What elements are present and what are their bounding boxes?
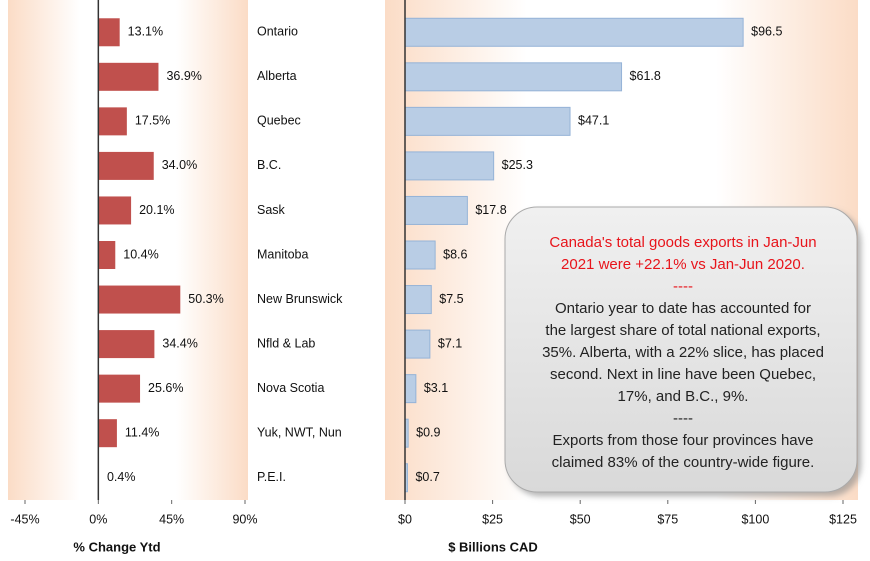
bar (98, 374, 141, 403)
bar (404, 374, 417, 404)
category-label: Ontario (257, 25, 298, 39)
category-label: Yuk, NWT, Nun (257, 425, 342, 439)
value-label: 34.4% (162, 336, 197, 350)
category-label: Manitoba (257, 247, 308, 261)
x-tick-label: 0% (89, 512, 107, 526)
x-tick-label: $0 (398, 512, 412, 526)
axis-title: % Change Ytd (73, 539, 160, 554)
value-label: $7.1 (438, 336, 462, 350)
category-label: Alberta (257, 69, 297, 83)
category-label: Nfld & Lab (257, 336, 315, 350)
value-label: 0.4% (107, 470, 136, 484)
category-label: Quebec (257, 114, 301, 128)
annotation-text: claimed 83% of the country-wide figure. (552, 454, 815, 471)
annotation-text: 35%. Alberta, with a 22% slice, has plac… (542, 344, 824, 361)
bar (98, 107, 127, 136)
value-label: $25.3 (502, 158, 533, 172)
bar (404, 195, 468, 225)
annotation-text: Canada's total goods exports in Jan-Jun (549, 234, 816, 251)
x-tick-label: 45% (159, 512, 184, 526)
bar (404, 285, 432, 315)
bar (98, 241, 116, 269)
value-label: 50.3% (188, 292, 223, 306)
x-tick-label: 90% (232, 512, 257, 526)
x-tick-label: $75 (657, 512, 678, 526)
x-tick-label: $50 (570, 512, 591, 526)
bar (98, 62, 159, 91)
category-label: B.C. (257, 158, 281, 172)
value-label: 34.0% (162, 158, 197, 172)
value-label: $0.7 (415, 470, 439, 484)
x-tick-label: $25 (482, 512, 503, 526)
value-label: $61.8 (630, 69, 661, 83)
x-tick-label: $125 (829, 512, 857, 526)
bar (98, 285, 181, 314)
category-label: Sask (257, 203, 286, 217)
bar (98, 151, 154, 180)
bar (404, 329, 431, 359)
annotation-text: Exports from those four provinces have (553, 432, 814, 449)
annotation-box (504, 206, 858, 493)
value-label: 36.9% (166, 69, 201, 83)
value-label: 13.1% (128, 25, 163, 39)
value-label: $3.1 (424, 381, 448, 395)
value-label: 20.1% (139, 203, 174, 217)
bar (98, 419, 117, 448)
value-label: $0.9 (416, 425, 440, 439)
value-label: 10.4% (123, 247, 158, 261)
bar (404, 17, 744, 47)
category-label: Nova Scotia (257, 381, 324, 395)
bar (404, 62, 623, 92)
value-label: $17.8 (475, 203, 506, 217)
category-label: New Brunswick (257, 292, 343, 306)
value-label: 17.5% (135, 114, 170, 128)
annotation-text: the largest share of total national expo… (545, 322, 820, 339)
annotation-text: 17%, and B.C., 9%. (618, 388, 749, 405)
bar (98, 330, 155, 359)
value-label: $7.5 (439, 292, 463, 306)
bar (98, 196, 132, 225)
value-label: 11.4% (125, 425, 160, 439)
x-tick-label: -45% (10, 512, 39, 526)
annotation-text: 2021 were +22.1% vs Jan-Jun 2020. (561, 256, 805, 273)
annotation-text: ---- (673, 410, 693, 427)
value-label: 25.6% (148, 381, 183, 395)
bar (404, 151, 495, 181)
bar (404, 106, 571, 136)
axis-title: $ Billions CAD (448, 539, 538, 554)
annotation-text: second. Next in line have been Quebec, (550, 366, 816, 383)
category-label: P.E.I. (257, 470, 286, 484)
annotation-text: ---- (673, 278, 693, 295)
value-label: $8.6 (443, 247, 467, 261)
annotation-text: Ontario year to date has accounted for (555, 300, 811, 317)
x-tick-label: $100 (741, 512, 769, 526)
value-label: $47.1 (578, 114, 609, 128)
bar (404, 240, 436, 270)
bar (98, 18, 120, 47)
value-label: $96.5 (751, 25, 782, 39)
